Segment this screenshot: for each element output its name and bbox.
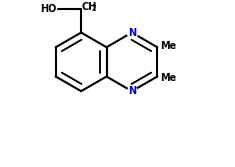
Text: Me: Me xyxy=(160,41,176,51)
Text: Me: Me xyxy=(160,73,176,83)
Text: 2: 2 xyxy=(91,4,96,13)
Text: CH: CH xyxy=(82,2,97,12)
Text: HO: HO xyxy=(40,4,57,14)
Text: N: N xyxy=(128,86,136,96)
Text: N: N xyxy=(128,28,136,38)
